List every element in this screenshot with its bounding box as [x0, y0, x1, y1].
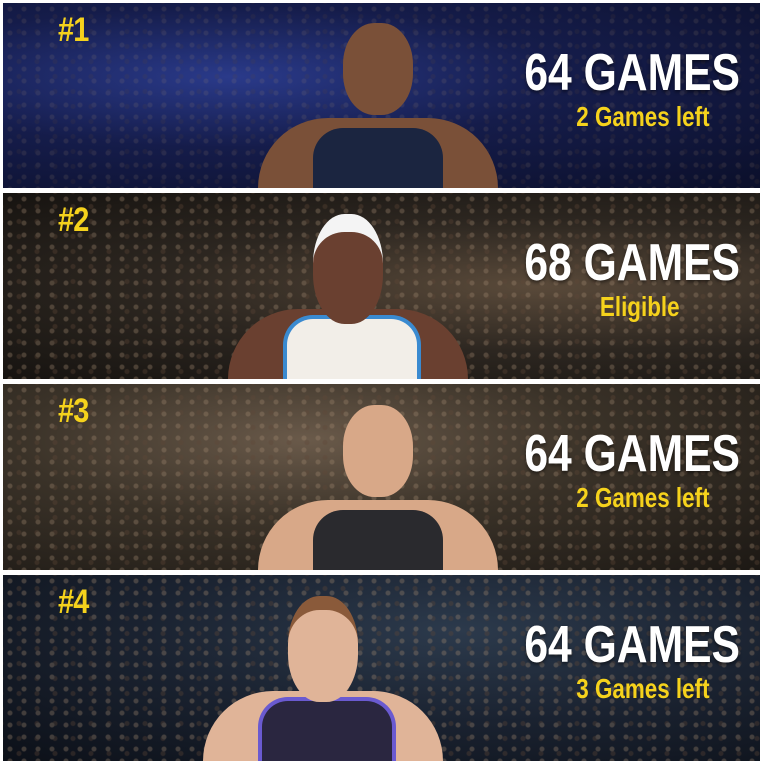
player-photo — [258, 395, 498, 570]
player-photo — [258, 13, 498, 188]
games-status: Eligible — [600, 291, 680, 322]
player-panel-1: #1 64 GAMES 2 Games left — [3, 3, 760, 188]
player-panel-4: #4 64 GAMES 3 Games left — [3, 575, 760, 761]
games-status: 3 Games left — [576, 673, 710, 704]
games-count: 64 GAMES — [524, 616, 740, 674]
player-photo — [203, 586, 443, 761]
rank-label: #4 — [58, 583, 89, 621]
rank-label: #1 — [58, 11, 89, 49]
rank-label: #2 — [58, 201, 89, 239]
games-count: 64 GAMES — [524, 44, 740, 102]
games-status: 2 Games left — [576, 482, 710, 513]
player-panel-2: #2 68 GAMES Eligible — [3, 193, 760, 379]
player-panel-3: #3 64 GAMES 2 Games left — [3, 384, 760, 570]
games-status: 2 Games left — [576, 101, 710, 132]
games-count: 64 GAMES — [524, 425, 740, 483]
games-count: 68 GAMES — [524, 234, 740, 292]
rank-label: #3 — [58, 392, 89, 430]
player-photo — [228, 204, 468, 379]
